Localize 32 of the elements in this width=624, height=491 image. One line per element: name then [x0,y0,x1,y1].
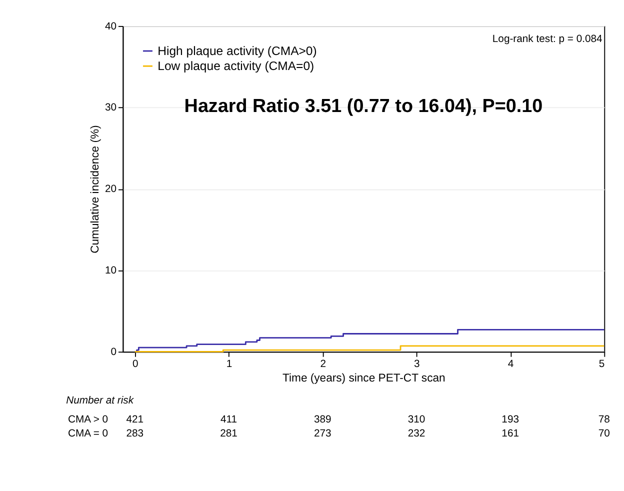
legend-label: Low plaque activity (CMA=0) [158,58,314,73]
y-axis-title: Cumulative incidence (%) [89,124,102,254]
y-tick-label: 30 [105,102,117,114]
text: Number at risk [66,396,134,407]
text: 281 [220,428,238,440]
y-tick-label: 10 [105,266,117,277]
text: CMA = 0 [68,428,108,440]
x-axis-title: Time (years) since PET-CT scan [282,372,446,384]
x-tick-label: 5 [598,359,605,370]
annotation: Log-rank test: p = 0.084 [492,34,603,46]
text: 78 [598,414,610,426]
text: 421 [126,414,144,426]
text: CMA > 0 [68,414,108,426]
x-tick-label: 4 [508,359,514,370]
text: 389 [314,414,332,426]
x-tick-label: 0 [132,359,139,370]
y-tick-label: 20 [105,184,117,196]
x-tick-label: 2 [320,359,326,370]
text: 232 [408,428,426,440]
annotation: Hazard Ratio 3.51 (0.77 to 16.04), P=0.10 [184,96,543,117]
text: 273 [314,428,332,440]
x-tick-label: 1 [226,359,232,370]
x-tick-label: 3 [414,359,420,370]
text: 193 [502,414,520,426]
text: 70 [598,428,610,440]
text: 283 [126,428,144,440]
y-tick-label: 40 [105,21,117,32]
text: 161 [502,428,520,440]
y-tick-label: 0 [110,346,117,358]
text: 411 [220,414,238,426]
legend-label: High plaque activity (CMA>0) [158,44,317,58]
text: 310 [408,414,426,426]
